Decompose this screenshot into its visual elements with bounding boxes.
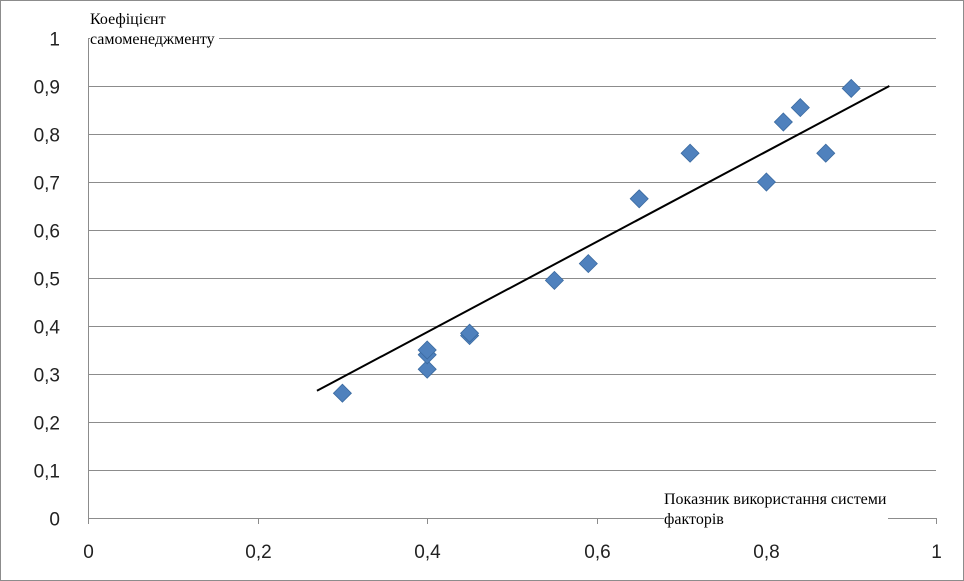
axes (88, 38, 937, 524)
tick-labels: 0 0,1 0,2 0,3 0,4 0,5 0,6 0,7 0,8 0,9 1 0 0,2 0,4 0,6 0… (34, 30, 942, 564)
x-tick-label: 1 (931, 542, 942, 563)
y-tick-label: 0,7 (34, 174, 60, 195)
data-point (841, 78, 861, 98)
y-tick-label: 0,6 (34, 222, 60, 243)
y-axis-label: Коефіцієнт самоменеджменту (90, 10, 219, 50)
x-axis-label-line-1: Показник використання системи (664, 491, 887, 508)
data-point (629, 189, 649, 209)
data-point (544, 270, 564, 290)
data-point (578, 254, 598, 274)
x-axis-label-line-2: факторів (664, 511, 724, 528)
y-axis-label-line-2: самоменеджменту (90, 31, 215, 48)
data-point (816, 143, 836, 163)
trendline-group (316, 85, 890, 392)
trendline (316, 85, 890, 392)
x-tick-label: 0,8 (753, 542, 779, 563)
data-point (417, 340, 437, 360)
y-tick-label: 1 (49, 30, 60, 51)
x-axis-label: Показник використання системи факторів (664, 490, 889, 530)
gridlines (88, 38, 936, 471)
y-tick-label: 0,9 (34, 78, 60, 99)
data-point (460, 323, 480, 343)
x-tick-label: 0,2 (245, 542, 271, 563)
y-tick-label: 0,8 (34, 126, 60, 147)
y-tick-label: 0 (49, 510, 60, 531)
data-point (756, 172, 776, 192)
x-tick-label: 0,4 (414, 542, 441, 563)
y-tick-label: 0,1 (34, 462, 60, 483)
y-axis-label-line-1: Коефіцієнт (90, 11, 166, 28)
data-point (332, 383, 352, 403)
y-tick-label: 0,2 (34, 414, 60, 435)
data-point (790, 98, 810, 118)
data-point (773, 112, 793, 132)
data-point (417, 359, 437, 379)
x-tick-label: 0 (83, 542, 94, 563)
data-points (332, 78, 861, 403)
x-tick-label: 0,6 (584, 542, 610, 563)
y-tick-label: 0,5 (34, 270, 60, 291)
data-point (680, 143, 700, 163)
y-tick-label: 0,3 (34, 366, 60, 387)
y-tick-label: 0,4 (34, 318, 61, 339)
